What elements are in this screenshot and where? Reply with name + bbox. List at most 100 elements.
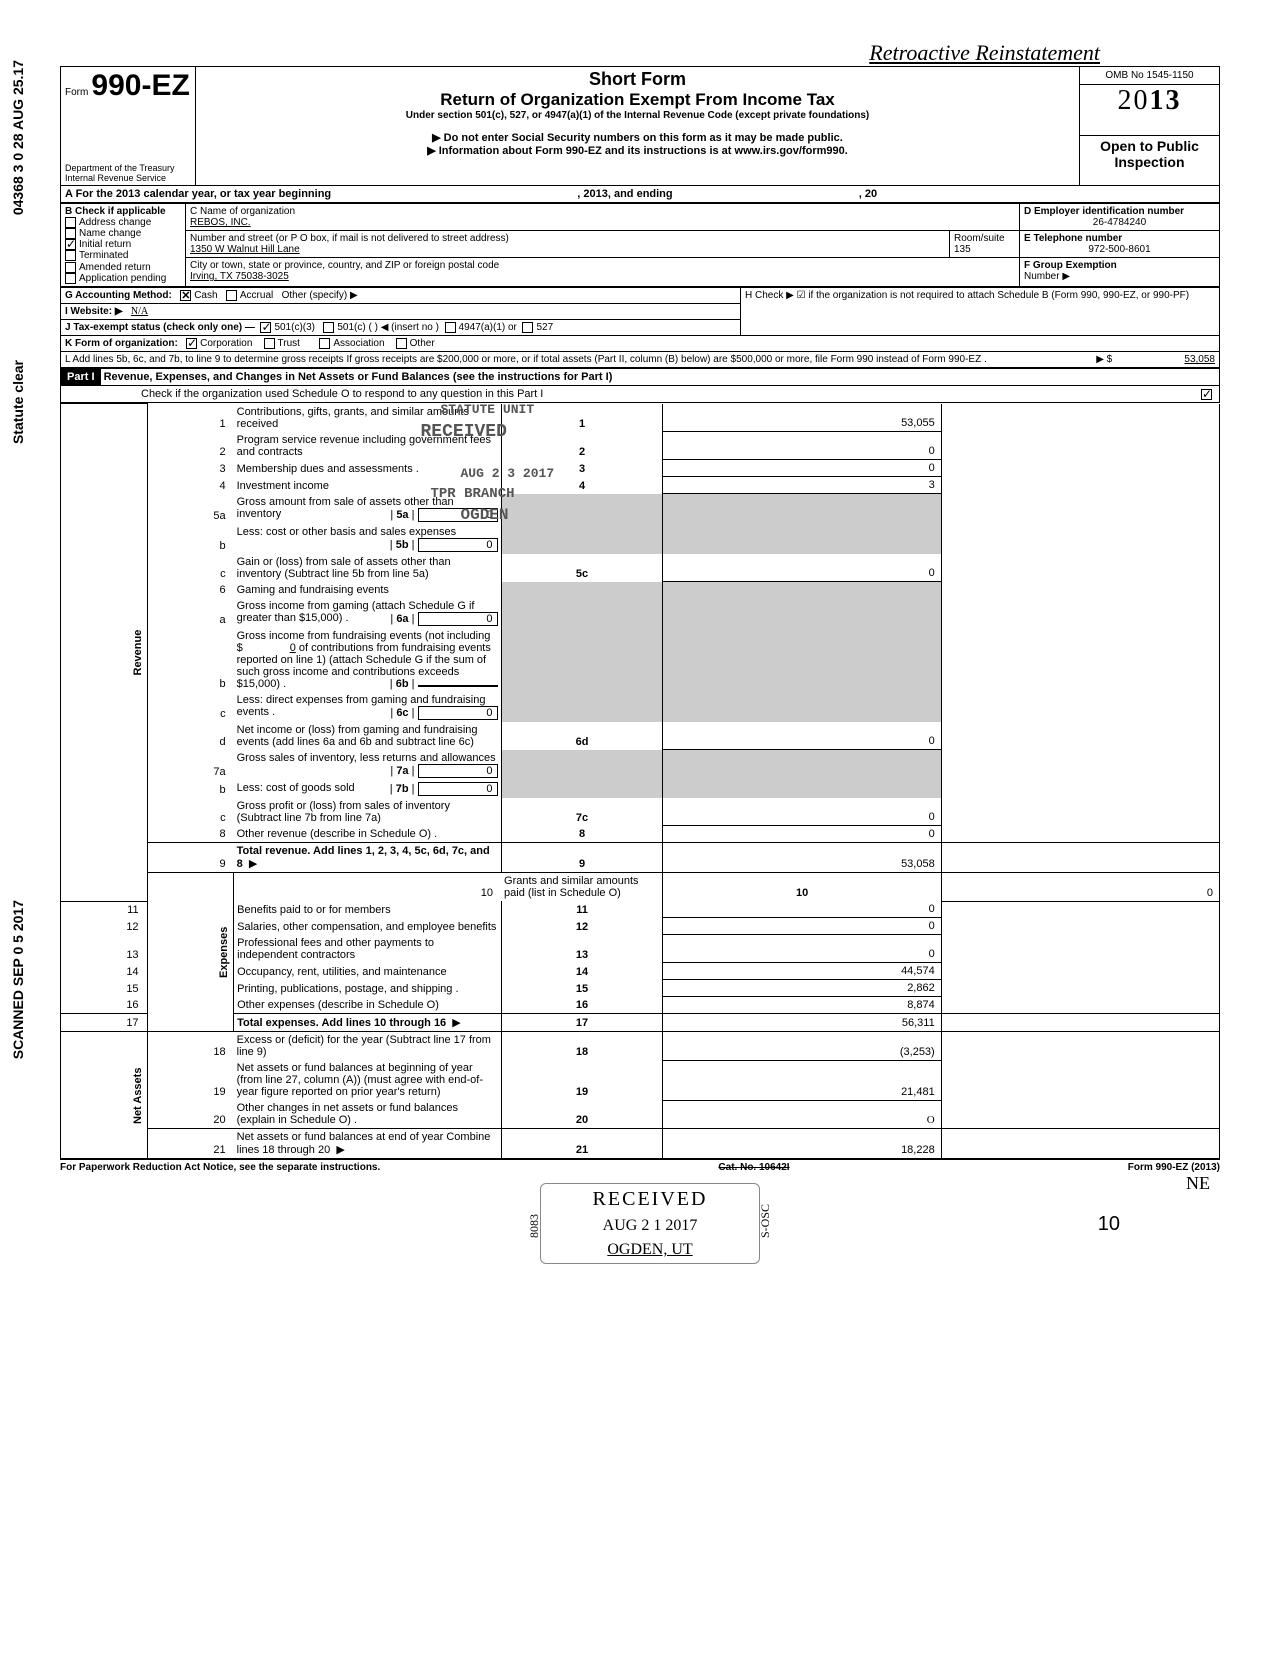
opt-other-org: Other	[410, 338, 435, 349]
cb-schedule-o[interactable]	[1201, 389, 1212, 400]
l21-val: 18,228	[663, 1129, 941, 1159]
l9-val: 53,058	[663, 843, 941, 873]
line-l-arrow: ▶ $	[1096, 354, 1112, 365]
received-label: RECEIVED	[545, 1188, 755, 1211]
opt-corporation: Corporation	[200, 338, 252, 349]
footer-left: For Paperwork Reduction Act Notice, see …	[60, 1162, 380, 1173]
l15-text: Printing, publications, postage, and shi…	[234, 980, 501, 997]
handwritten-note: Retroactive Reinstatement	[60, 40, 1220, 66]
cb-initial-return[interactable]	[65, 239, 76, 250]
revenue-label: Revenue	[61, 404, 148, 902]
cb-address-change[interactable]	[65, 217, 76, 228]
l12-num: 12	[61, 918, 148, 935]
part1-check-row: Check if the organization used Schedule …	[60, 386, 1220, 403]
l7a-num: 7a	[147, 750, 234, 780]
cb-corporation[interactable]	[186, 338, 197, 349]
cb-amended[interactable]	[65, 262, 76, 273]
line-j-label: J Tax-exempt status (check only one) —	[65, 322, 255, 333]
opt-trust: Trust	[278, 338, 300, 349]
cb-association[interactable]	[319, 338, 330, 349]
l17-rn: 17	[501, 1014, 663, 1032]
subtitle: Under section 501(c), 527, or 4947(a)(1)…	[200, 110, 1075, 121]
l9-rn: 9	[501, 843, 663, 873]
info-line: ▶ Information about Form 990-EZ and its …	[200, 144, 1075, 157]
l6b-box: 6b	[396, 678, 409, 690]
form-header: Form 990-EZ Department of the Treasury I…	[60, 66, 1220, 186]
short-form-label: Short Form	[200, 69, 1075, 90]
l6b-contrib: 0	[246, 642, 296, 654]
l14-text: Occupancy, rent, utilities, and maintena…	[234, 963, 501, 980]
l17-val: 56,311	[663, 1014, 941, 1032]
cb-cash[interactable]	[180, 290, 191, 301]
line-h-text: H Check ▶ ☑ if the organization is not r…	[745, 290, 1189, 301]
l19-rn: 19	[501, 1060, 663, 1100]
footer: For Paperwork Reduction Act Notice, see …	[60, 1159, 1220, 1173]
l7c-num: c	[147, 798, 234, 826]
l10-num: 10	[234, 873, 501, 902]
line-l-text: L Add lines 5b, 6c, and 7b, to line 9 to…	[65, 354, 987, 365]
l6d-val: 0	[663, 722, 941, 750]
stamp-date: AUG 2 3 2017	[461, 466, 555, 481]
section-b-label: B Check if applicable	[65, 206, 166, 217]
section-c-label: C Name of organization	[190, 206, 295, 217]
stamp-ogden: OGDEN	[461, 506, 509, 524]
l13-text: Professional fees and other payments to …	[234, 935, 501, 963]
l5b-num: b	[147, 524, 234, 554]
l4-num: 4	[147, 477, 234, 494]
l7a-bv: 0	[418, 764, 498, 778]
cb-terminated[interactable]	[65, 250, 76, 261]
form-number: 990-EZ	[91, 69, 189, 102]
section-e-label: E Telephone number	[1024, 233, 1122, 244]
l20-val: O	[663, 1100, 941, 1129]
cb-527[interactable]	[522, 322, 533, 333]
city-value: Irving, TX 75038-3025	[190, 271, 289, 282]
l18-rn: 18	[501, 1032, 663, 1061]
cb-501c3[interactable]	[260, 322, 271, 333]
l7b-text: Less: cost of goods sold	[237, 782, 355, 794]
year-prefix: 20	[1118, 85, 1150, 116]
l16-text: Other expenses (describe in Schedule O)	[234, 997, 501, 1014]
website-value: N/A	[131, 306, 148, 317]
opt-501c: 501(c) ( ) ◀ (insert no )	[337, 322, 439, 333]
city-label: City or town, state or province, country…	[190, 260, 499, 271]
l7a-box: 7a	[396, 765, 408, 777]
line-a-end: , 20	[859, 188, 877, 200]
line-g-label: G Accounting Method:	[65, 290, 172, 301]
year-suffix: 13	[1150, 85, 1182, 116]
ssn-warning: ▶ Do not enter Social Security numbers o…	[200, 131, 1075, 144]
l20-num: 20	[147, 1100, 234, 1129]
l5c-rn: 5c	[501, 554, 663, 582]
opt-terminated: Terminated	[79, 251, 128, 262]
l9-text: Total revenue. Add lines 1, 2, 3, 4, 5c,…	[237, 845, 490, 870]
cb-4947[interactable]	[445, 322, 456, 333]
l6d-text: Net income or (loss) from gaming and fun…	[234, 722, 501, 750]
cb-other-org[interactable]	[396, 338, 407, 349]
l18-num: 18	[147, 1032, 234, 1061]
l8-text: Other revenue (describe in Schedule O) .	[234, 826, 501, 843]
tax-year: 2013	[1080, 85, 1219, 117]
l4-val: 3	[663, 477, 941, 494]
l6a-num: a	[147, 598, 234, 628]
l15-rn: 15	[501, 980, 663, 997]
received-side1: 8083	[527, 1214, 542, 1238]
l19-text: Net assets or fund balances at beginning…	[234, 1060, 501, 1100]
received-city: OGDEN, UT	[545, 1241, 755, 1259]
l3-num: 3	[147, 460, 234, 477]
l11-val: 0	[663, 901, 941, 918]
l7b-box: 7b	[396, 783, 409, 795]
l18-text: Excess or (deficit) for the year (Subtra…	[234, 1032, 501, 1061]
l10-val: 0	[941, 873, 1219, 902]
cb-501c[interactable]	[323, 322, 334, 333]
cb-accrual[interactable]	[226, 290, 237, 301]
cb-trust[interactable]	[264, 338, 275, 349]
l2-val: 0	[663, 432, 941, 460]
line-a: A For the 2013 calendar year, or tax yea…	[60, 186, 1220, 203]
cb-app-pending[interactable]	[65, 273, 76, 284]
org-name: REBOS, INC.	[190, 217, 251, 228]
opt-501c3: 501(c)(3)	[274, 322, 315, 333]
opt-initial-return: Initial return	[79, 239, 131, 250]
side-stamp-numbers: 04368 3 0 28 AUG 25.17	[10, 60, 26, 215]
l13-num: 13	[61, 935, 148, 963]
l9-num: 9	[147, 843, 234, 873]
l6a-box: 6a	[396, 613, 408, 625]
